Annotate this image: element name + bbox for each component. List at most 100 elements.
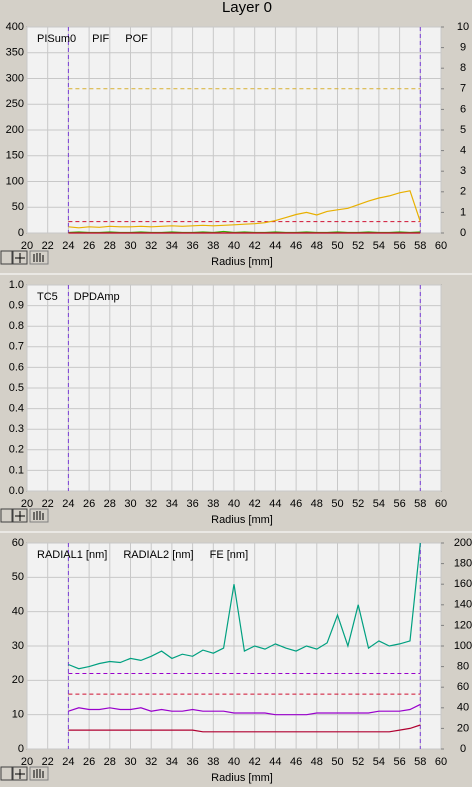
y-tick-label: 0.4 xyxy=(9,403,24,415)
x-tick-label: 54 xyxy=(373,498,385,510)
y2-tick-label: 1 xyxy=(460,206,466,218)
toolbar-icon xyxy=(15,253,25,263)
x-tick-label: 60 xyxy=(435,756,447,768)
y2-tick-label: 160 xyxy=(454,578,472,590)
series-line xyxy=(68,542,421,670)
y2-tick-label: 0 xyxy=(460,227,466,239)
y-tick-label: 400 xyxy=(6,21,24,33)
x-tick-label: 40 xyxy=(228,240,240,252)
x-tick-label: 40 xyxy=(228,498,240,510)
x-tick-label: 58 xyxy=(414,498,426,510)
x-tick-label: 56 xyxy=(393,756,405,768)
x-tick-label: 22 xyxy=(42,498,54,510)
y-tick-label: 0.9 xyxy=(9,300,24,312)
x-tick-label: 26 xyxy=(83,240,95,252)
x-tick-label: 54 xyxy=(373,240,385,252)
y2-tick-label: 40 xyxy=(457,702,469,714)
x-tick-label: 26 xyxy=(83,498,95,510)
y2-tick-label: 140 xyxy=(454,599,472,611)
x-tick-label: 30 xyxy=(124,498,136,510)
y-tick-label: 0 xyxy=(18,227,24,239)
x-tick-label: 38 xyxy=(207,756,219,768)
x-tick-label: 42 xyxy=(249,756,261,768)
legend-entry: TC5 xyxy=(37,291,58,303)
y2-tick-label: 0 xyxy=(460,743,466,755)
y2-tick-label: 2 xyxy=(460,186,466,198)
y-tick-label: 0.1 xyxy=(9,464,24,476)
toolbar-button xyxy=(0,250,13,265)
y2-tick-label: 6 xyxy=(460,103,466,115)
toolbar-icon xyxy=(33,769,44,778)
x-tick-label: 60 xyxy=(435,498,447,510)
y2-tick-label: 7 xyxy=(460,83,466,95)
y2-tick-label: 8 xyxy=(460,62,466,74)
y-tick-label: 350 xyxy=(6,47,24,59)
x-tick-label: 52 xyxy=(352,498,364,510)
toolbar-button xyxy=(0,508,13,523)
toolbar-icon xyxy=(33,511,44,520)
x-tick-label: 44 xyxy=(269,756,281,768)
toolbar-icon xyxy=(15,511,25,521)
toolbar-button xyxy=(0,766,13,781)
series-line xyxy=(68,190,421,229)
x-tick-label: 20 xyxy=(21,756,33,768)
y-tick-label: 0.8 xyxy=(9,320,24,332)
x-tick-label: 50 xyxy=(331,756,343,768)
toolbar-icon xyxy=(33,253,44,262)
x-tick-label: 30 xyxy=(124,756,136,768)
x-tick-label: 26 xyxy=(83,756,95,768)
legend-entry: DPDAmp xyxy=(74,291,120,303)
x-tick-label: 38 xyxy=(207,498,219,510)
x-tick-label: 32 xyxy=(145,756,157,768)
y2-tick-label: 3 xyxy=(460,165,466,177)
y2-tick-label: 4 xyxy=(460,145,466,157)
y-tick-label: 100 xyxy=(6,175,24,187)
x-tick-label: 44 xyxy=(269,498,281,510)
y-tick-label: 250 xyxy=(6,98,24,110)
y-tick-label: 0.6 xyxy=(9,361,24,373)
y2-tick-label: 200 xyxy=(454,537,472,549)
x-tick-label: 34 xyxy=(166,756,178,768)
x-tick-label: 36 xyxy=(186,756,198,768)
y-tick-label: 50 xyxy=(12,571,24,583)
x-tick-label: 36 xyxy=(186,498,198,510)
y-tick-label: 60 xyxy=(12,537,24,549)
x-tick-label: 34 xyxy=(166,240,178,252)
x-tick-label: 58 xyxy=(414,756,426,768)
x-tick-label: 46 xyxy=(290,240,302,252)
x-tick-label: 46 xyxy=(290,756,302,768)
legend-entry: RADIAL1 [nm] xyxy=(37,549,107,561)
x-tick-label: 56 xyxy=(393,240,405,252)
x-tick-label: 32 xyxy=(145,498,157,510)
x-tick-label: 48 xyxy=(311,498,323,510)
y2-tick-label: 100 xyxy=(454,640,472,652)
x-tick-label: 50 xyxy=(331,240,343,252)
x-tick-label: 36 xyxy=(186,240,198,252)
y-tick-label: 0 xyxy=(18,743,24,755)
y-tick-label: 200 xyxy=(6,124,24,136)
y2-tick-label: 5 xyxy=(460,124,466,136)
x-tick-label: 40 xyxy=(228,756,240,768)
x-axis-label: Radius [mm] xyxy=(211,514,273,526)
y-tick-label: 300 xyxy=(6,72,24,84)
x-tick-label: 30 xyxy=(124,240,136,252)
x-tick-label: 22 xyxy=(42,240,54,252)
y-tick-label: 0.2 xyxy=(9,444,24,456)
x-tick-label: 20 xyxy=(21,240,33,252)
toolbar-icon xyxy=(15,769,25,779)
series-line xyxy=(68,724,421,733)
legend-entry: PISum0 xyxy=(37,33,76,45)
x-tick-label: 28 xyxy=(104,240,116,252)
x-tick-label: 60 xyxy=(435,240,447,252)
x-tick-label: 50 xyxy=(331,498,343,510)
x-tick-label: 44 xyxy=(269,240,281,252)
x-tick-label: 58 xyxy=(414,240,426,252)
x-tick-label: 24 xyxy=(62,756,74,768)
y-tick-label: 40 xyxy=(12,606,24,618)
x-tick-label: 48 xyxy=(311,756,323,768)
y-tick-label: 0.5 xyxy=(9,382,24,394)
x-tick-label: 52 xyxy=(352,240,364,252)
y-tick-label: 0.7 xyxy=(9,341,24,353)
legend-entry: POF xyxy=(125,33,148,45)
